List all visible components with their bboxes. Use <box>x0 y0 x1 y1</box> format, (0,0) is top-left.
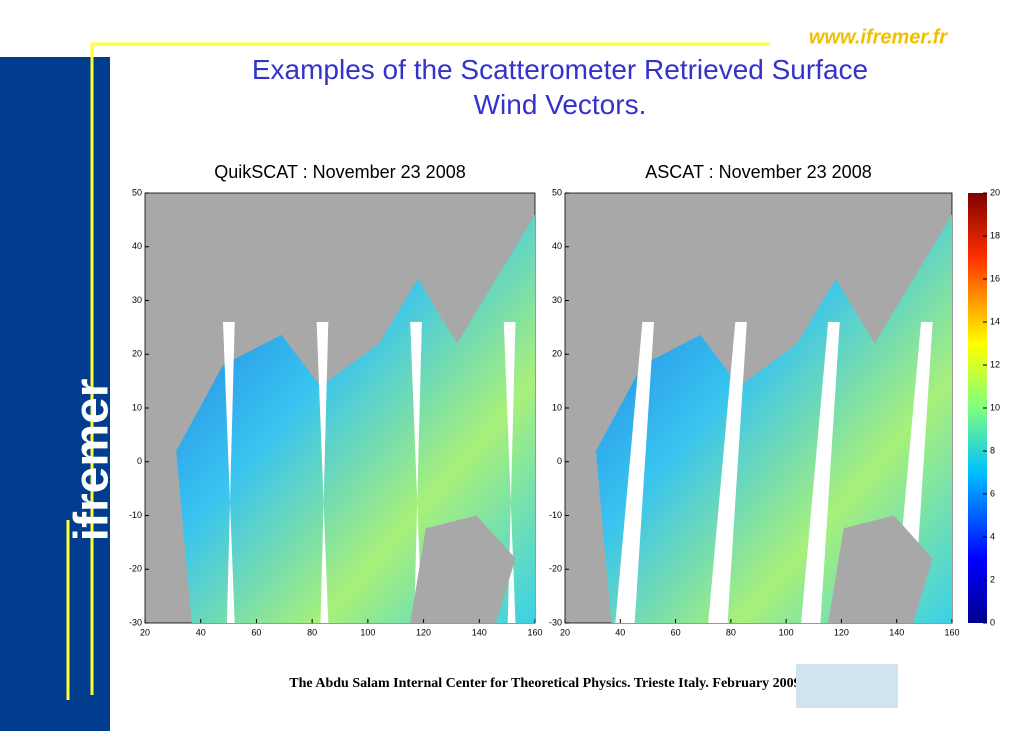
colorbar-tick-label: 14 <box>990 316 1000 326</box>
map-title: QuikSCAT : November 23 2008 <box>214 162 465 182</box>
x-tick-label: 60 <box>671 627 681 637</box>
colorbar-tick-label: 6 <box>990 488 995 498</box>
x-tick-label: 100 <box>360 627 375 637</box>
y-tick-label: -20 <box>129 564 142 574</box>
map-title: ASCAT : November 23 2008 <box>645 162 871 182</box>
swath-gap <box>316 322 329 623</box>
y-tick-label: -20 <box>549 564 562 574</box>
swath-gap <box>503 322 516 623</box>
y-tick-label: -10 <box>549 510 562 520</box>
map-ocean <box>176 214 535 623</box>
x-tick-label: 100 <box>779 627 794 637</box>
y-tick-label: 0 <box>557 456 562 466</box>
x-tick-label: 140 <box>472 627 487 637</box>
swath-gap <box>615 322 655 623</box>
y-tick-label: 30 <box>132 295 142 305</box>
y-tick-label: 0 <box>137 456 142 466</box>
y-tick-label: 10 <box>552 402 562 412</box>
footer: The Abdu Salam Internal Center for Theor… <box>289 676 800 691</box>
y-tick-label: 30 <box>552 295 562 305</box>
x-tick-label: 80 <box>726 627 736 637</box>
x-tick-label: 20 <box>560 627 570 637</box>
swath-gap <box>801 322 840 623</box>
x-tick-label: 160 <box>527 627 542 637</box>
colorbar-tick-label: 18 <box>990 230 1000 240</box>
map-ocean <box>595 214 952 623</box>
x-tick-label: 160 <box>944 627 959 637</box>
y-tick-label: 50 <box>552 187 562 197</box>
x-tick-label: 120 <box>834 627 849 637</box>
colorbar <box>968 193 987 623</box>
y-tick-label: -30 <box>549 617 562 627</box>
colorbar-tick-label: 10 <box>990 402 1000 412</box>
x-tick-label: 40 <box>615 627 625 637</box>
y-tick-label: 20 <box>552 349 562 359</box>
x-tick-label: 20 <box>140 627 150 637</box>
y-tick-label: -10 <box>129 510 142 520</box>
y-tick-label: 10 <box>132 402 142 412</box>
slide-title: Examples of the Scatterometer Retrieved … <box>252 54 868 120</box>
colorbar-tick-label: 20 <box>990 187 1000 197</box>
map-land <box>410 515 516 623</box>
x-tick-label: 140 <box>889 627 904 637</box>
colorbar-tick-label: 8 <box>990 445 995 455</box>
swath-gap <box>708 322 747 623</box>
logo-brand: ifremer <box>66 379 119 542</box>
colorbar-tick-label: 2 <box>990 574 995 584</box>
y-tick-label: 50 <box>132 187 142 197</box>
map-land <box>828 515 933 623</box>
footer-image <box>796 664 898 708</box>
x-tick-label: 120 <box>416 627 431 637</box>
colorbar-tick-label: 12 <box>990 359 1000 369</box>
y-tick-label: -30 <box>129 617 142 627</box>
x-tick-label: 60 <box>251 627 261 637</box>
colorbar-tick-label: 0 <box>990 617 995 627</box>
logo-url: www.ifremer.fr <box>809 26 948 48</box>
y-tick-label: 40 <box>132 241 142 251</box>
y-tick-label: 40 <box>552 241 562 251</box>
swath-gap <box>410 322 422 623</box>
x-tick-label: 80 <box>307 627 317 637</box>
colorbar-tick-label: 4 <box>990 531 995 541</box>
x-tick-label: 40 <box>196 627 206 637</box>
colorbar-tick-label: 16 <box>990 273 1000 283</box>
y-tick-label: 20 <box>132 349 142 359</box>
swath-gap <box>223 322 235 623</box>
